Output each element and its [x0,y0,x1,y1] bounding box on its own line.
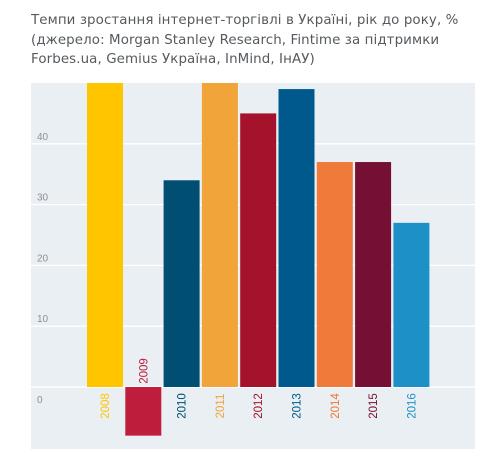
chart-title-line: (джерело: Morgan Stanley Research, Finti… [31,32,440,48]
bar-2012 [240,113,277,388]
bar-2011 [201,83,238,387]
bar-2010 [163,180,200,387]
x-tick-label: 2016 [406,393,418,419]
bars [87,83,430,436]
y-tick-label: 20 [37,253,49,264]
x-tick-label: 2013 [292,393,304,419]
y-tick-label: 0 [37,395,43,406]
x-tick-label: 2009 [138,358,150,384]
chart-title: Темпи зростання інтернет-торгівлі в Укра… [31,11,493,70]
bar-2016 [393,222,430,387]
x-tick-label: 2008 [100,393,112,419]
chart-title-line: Темпи зростання інтернет-торгівлі в Укра… [31,13,459,28]
y-tick-label: 40 [37,132,49,143]
bar-2014 [316,162,353,387]
y-tick-label: 30 [37,193,49,204]
x-tick-label: 2014 [330,393,342,419]
y-tick-labels: 0 10 20 30 40 [37,132,49,406]
bar-2013 [278,89,315,387]
chart-title-line: Forbes.ua, Gemius Україна, InMind, ІнАУ) [31,52,315,67]
x-tick-label: 2010 [177,393,189,419]
x-tick-label: 2011 [215,394,227,419]
y-tick-label: 10 [37,314,49,325]
bar-2009 [125,387,162,436]
x-tick-label: 2015 [368,393,380,419]
x-tick-labels: 2008 2009 2010 2011 2012 2013 2014 2015 2016 [100,358,418,419]
bar-2008 [87,83,123,387]
bar-2015 [355,162,392,387]
x-tick-label: 2012 [253,393,265,419]
